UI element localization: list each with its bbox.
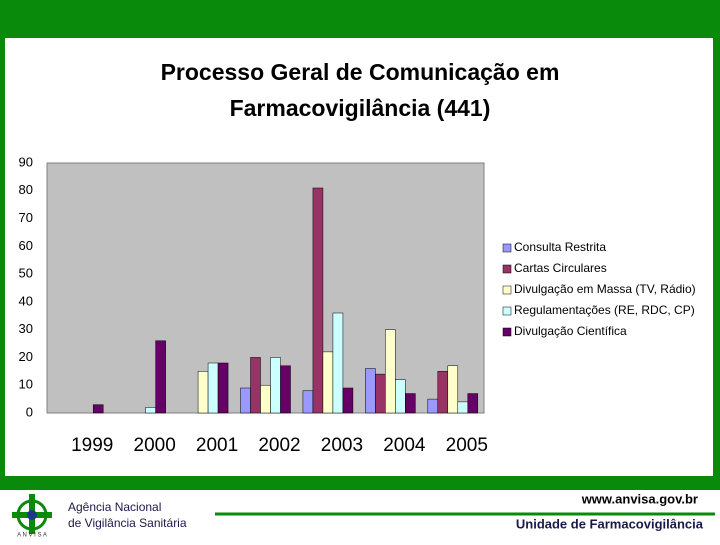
x-tick-label: 1999 (71, 435, 113, 456)
bar (385, 329, 396, 414)
bar (270, 357, 281, 414)
logo-center (27, 510, 37, 520)
bar (467, 393, 479, 414)
plot-area (46, 162, 485, 414)
agency-name: Agência Nacional (68, 500, 161, 514)
title-box: Processo Geral de Comunicação em Farmaco… (160, 59, 560, 121)
bar (280, 365, 291, 414)
bar (302, 390, 314, 414)
legend-swatch (502, 243, 512, 253)
legend-label: Consulta Restrita (514, 240, 606, 254)
legend-swatch (502, 327, 512, 337)
bar (332, 312, 344, 414)
legend-label: Regulamentações (RE, RDC, CP) (514, 303, 695, 317)
x-tick-label: 2000 (134, 435, 176, 456)
y-tick-label: 0 (26, 404, 33, 419)
bar (217, 362, 229, 414)
bar (395, 379, 406, 414)
bar (207, 362, 219, 414)
y-tick-label: 70 (19, 210, 33, 225)
y-tick-label: 60 (19, 238, 33, 253)
x-tick-label: 2002 (258, 435, 300, 456)
bar (457, 401, 469, 414)
bar (92, 404, 104, 414)
bar (145, 407, 156, 414)
y-tick-label: 50 (19, 266, 33, 281)
x-tick-label: 2004 (383, 435, 426, 456)
bar (322, 351, 334, 414)
legend-swatch (502, 285, 512, 295)
bar (375, 373, 386, 414)
bar (155, 340, 166, 414)
y-tick-label: 10 (19, 377, 33, 392)
x-tick-label: 2001 (196, 435, 238, 456)
legend-label: Divulgação em Massa (TV, Rádio) (514, 282, 696, 296)
x-tick-label: 2003 (321, 435, 363, 456)
logo: A N V I S A (12, 494, 52, 539)
bar (342, 387, 354, 414)
chart-title: Processo Geral de Comunicação em Farmaco… (160, 59, 560, 121)
y-tick-label: 30 (19, 321, 33, 336)
bar (240, 387, 251, 414)
bar (197, 371, 209, 414)
bar (365, 368, 376, 414)
bar (447, 365, 459, 414)
x-tick-label: 2005 (446, 435, 488, 456)
legend-label: Cartas Circulares (514, 261, 607, 275)
bar (260, 384, 271, 414)
logo-text: A N V I S A (17, 533, 47, 539)
bar (427, 398, 439, 414)
legend-swatch (502, 264, 512, 274)
agency-name: de Vigilância Sanitária (68, 516, 187, 530)
bar (405, 393, 416, 414)
bar (437, 371, 449, 414)
bar (312, 187, 324, 414)
legend-label: Divulgação Científica (514, 324, 627, 338)
url: www.anvisa.gov.br (581, 491, 698, 506)
legend-swatch (502, 306, 512, 316)
y-tick-label: 80 (19, 182, 33, 197)
bar (250, 357, 261, 414)
y-tick-label: 40 (19, 293, 33, 308)
y-tick-label: 90 (19, 154, 33, 169)
unit: Unidade de Farmacovigilância (516, 516, 704, 531)
y-tick-label: 20 (19, 349, 33, 364)
